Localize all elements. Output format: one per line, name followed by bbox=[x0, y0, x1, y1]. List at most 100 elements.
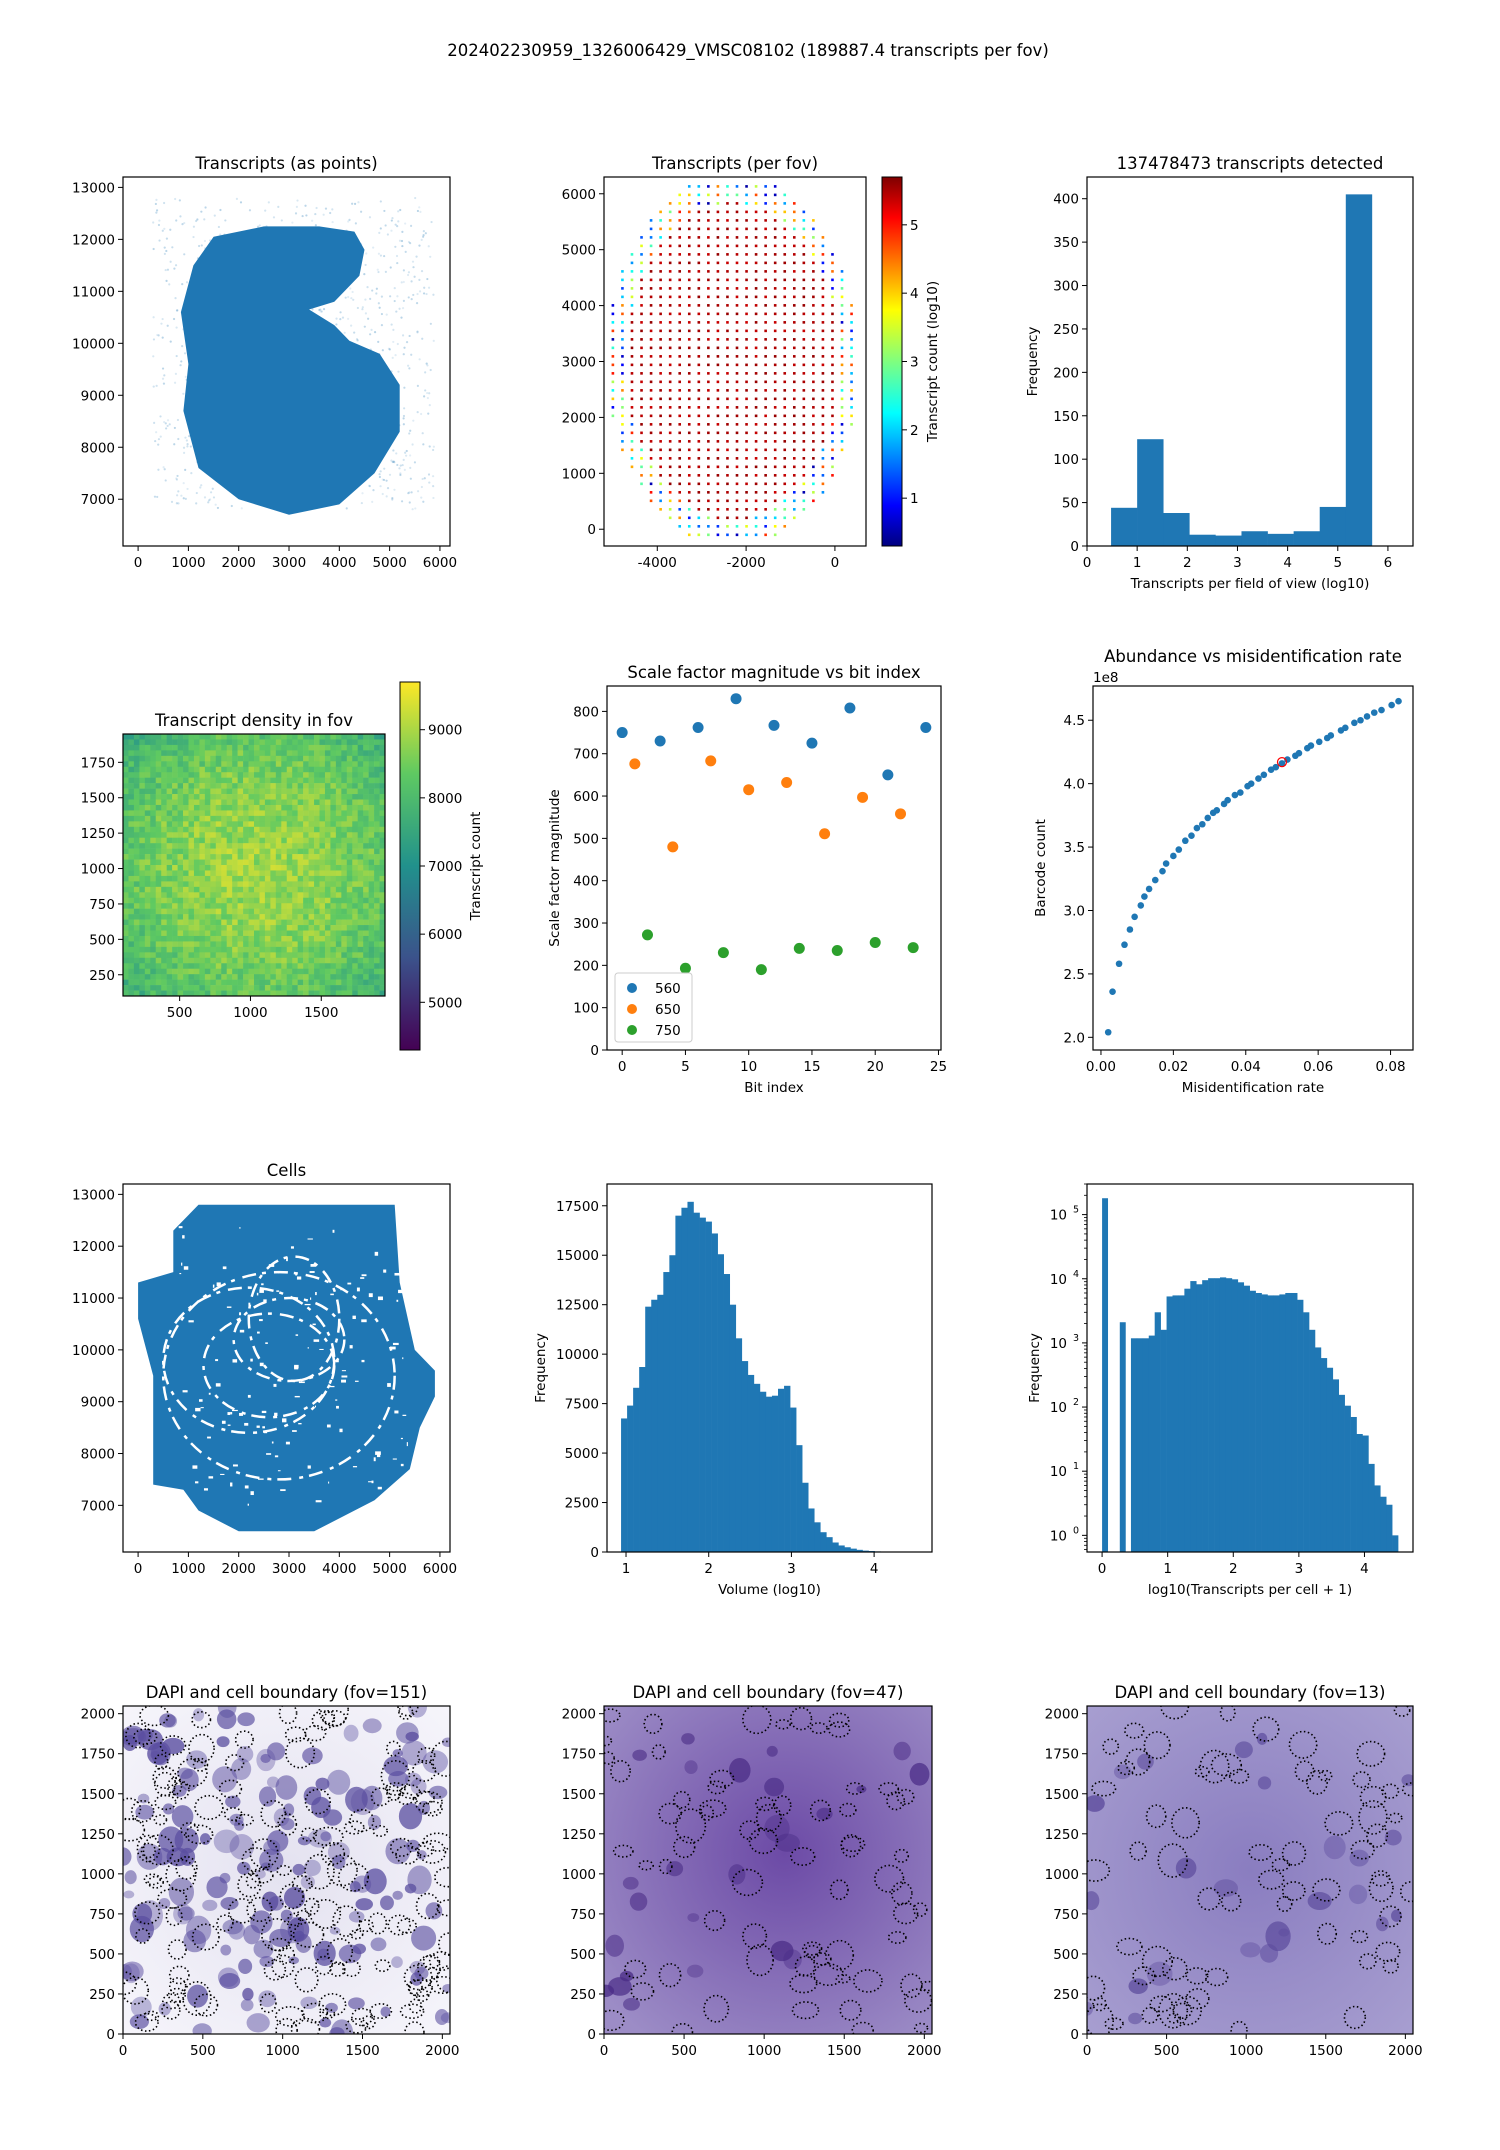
fov-point bbox=[812, 397, 815, 401]
transcript-point bbox=[158, 219, 161, 222]
transcript-point bbox=[322, 308, 326, 311]
y-tick-label: 3.0 bbox=[1064, 903, 1085, 919]
heatmap-cell bbox=[155, 810, 162, 817]
fov-point bbox=[735, 533, 739, 537]
fov-point bbox=[726, 389, 729, 392]
fov-point bbox=[687, 389, 691, 392]
fov-point bbox=[764, 287, 767, 290]
heatmap-cell bbox=[357, 952, 364, 959]
heatmap-cell bbox=[183, 739, 189, 746]
histogram-bar bbox=[1136, 1338, 1144, 1552]
fov-point bbox=[754, 508, 758, 511]
cell-gap bbox=[247, 1255, 341, 1383]
scatter-point bbox=[1357, 716, 1364, 724]
heatmap-cell bbox=[275, 750, 282, 757]
transcript-point bbox=[153, 421, 156, 424]
heatmap-cell bbox=[352, 919, 359, 926]
heatmap-cell bbox=[275, 903, 282, 909]
nucleus bbox=[206, 1876, 228, 1899]
transcript-point bbox=[396, 463, 399, 467]
fov-point bbox=[754, 406, 758, 409]
heatmap-cell bbox=[237, 979, 244, 986]
cell-gap bbox=[271, 1441, 274, 1444]
heatmap-cell bbox=[254, 794, 260, 800]
heatmap-cell bbox=[286, 985, 293, 991]
cell-gap bbox=[339, 1428, 343, 1433]
fov-point bbox=[630, 457, 634, 460]
heatmap-cell bbox=[264, 968, 271, 975]
histogram-bar bbox=[1356, 1434, 1363, 1552]
fov-point bbox=[716, 491, 720, 494]
heatmap-cell bbox=[123, 815, 129, 822]
heatmap-cell bbox=[215, 930, 222, 937]
fov-point bbox=[802, 474, 806, 477]
heatmap-cell bbox=[248, 914, 255, 920]
fov-point bbox=[640, 406, 643, 409]
heatmap-cell bbox=[210, 815, 217, 822]
fov-point bbox=[831, 372, 834, 375]
heatmap-cell bbox=[259, 783, 266, 789]
fov-point bbox=[812, 440, 815, 443]
fov-point bbox=[802, 295, 806, 299]
fov-point bbox=[764, 516, 767, 520]
scatter-point bbox=[1137, 902, 1145, 909]
transcript-point bbox=[422, 500, 425, 503]
heatmap-cell bbox=[281, 734, 288, 740]
heatmap-cell bbox=[303, 832, 309, 839]
transcript-point bbox=[350, 297, 353, 300]
transcript-point bbox=[378, 231, 381, 235]
heatmap-cell bbox=[379, 843, 385, 849]
heatmap-cell bbox=[259, 865, 266, 871]
fov-point bbox=[812, 499, 815, 503]
nucleus bbox=[283, 1803, 295, 1817]
heatmap-cell bbox=[281, 777, 288, 784]
heatmap-cell bbox=[341, 930, 348, 937]
heatmap-cell bbox=[341, 919, 348, 926]
heatmap-cell bbox=[363, 919, 369, 926]
heatmap-cell bbox=[319, 892, 326, 899]
scatter-point-650 bbox=[895, 808, 907, 820]
heatmap-cell bbox=[161, 832, 167, 839]
y-axis-label: Scale factor magnitude bbox=[547, 789, 563, 946]
x-tick-label: 4000 bbox=[322, 1561, 356, 1577]
heatmap-cell bbox=[204, 821, 211, 828]
fov-point bbox=[716, 372, 720, 375]
heatmap-cell bbox=[286, 875, 293, 882]
heatmap-cell bbox=[193, 859, 200, 866]
heatmap-cell bbox=[341, 979, 348, 986]
heatmap-cell bbox=[204, 744, 211, 751]
heatmap-cell bbox=[226, 750, 233, 757]
heatmap-cell bbox=[177, 783, 184, 789]
colorbar-tick-label: 6000 bbox=[428, 927, 462, 943]
fov-point bbox=[640, 474, 643, 477]
heatmap-cell bbox=[150, 783, 157, 789]
heatmap-cell bbox=[183, 881, 189, 888]
heatmap-cell bbox=[281, 941, 288, 948]
heatmap-cell bbox=[183, 957, 189, 964]
fov-point bbox=[735, 219, 739, 222]
nucleus bbox=[192, 2023, 212, 2034]
heatmap-cell bbox=[281, 974, 288, 980]
heatmap-cell bbox=[215, 750, 222, 757]
fov-point bbox=[773, 236, 777, 239]
heatmap-cell bbox=[128, 897, 135, 904]
fov-point bbox=[850, 355, 853, 358]
heatmap-cell bbox=[248, 941, 255, 948]
heatmap-cell bbox=[161, 865, 167, 871]
heatmap-cell bbox=[204, 892, 211, 899]
heatmap-cell bbox=[275, 815, 282, 822]
fov-point bbox=[716, 329, 720, 333]
heatmap-cell bbox=[133, 919, 140, 926]
heatmap-cell bbox=[270, 799, 277, 806]
fov-point bbox=[812, 474, 815, 477]
heatmap-cell bbox=[314, 799, 320, 806]
scatter-point bbox=[1272, 763, 1280, 771]
heatmap-cell bbox=[177, 963, 184, 970]
transcript-point bbox=[182, 497, 185, 500]
x-tick-label: 0.06 bbox=[1303, 1059, 1333, 1075]
fov-point bbox=[659, 363, 662, 367]
heatmap-cell bbox=[177, 750, 184, 757]
fov-point bbox=[687, 465, 691, 469]
heatmap-cell bbox=[204, 837, 211, 844]
fov-point bbox=[802, 236, 806, 239]
